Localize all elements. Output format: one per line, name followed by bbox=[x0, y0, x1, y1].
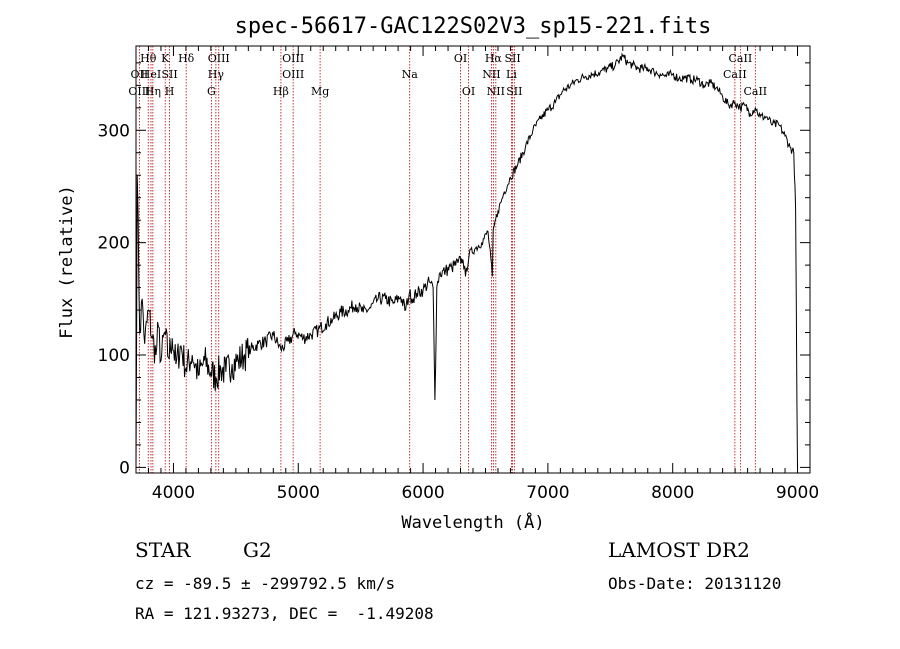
line-marker-label: CaII bbox=[743, 85, 767, 98]
x-tick-label: 9000 bbox=[776, 483, 819, 503]
line-marker-label: Hη bbox=[145, 85, 161, 98]
x-tick-label: 4000 bbox=[152, 483, 195, 503]
line-marker-label: CaII bbox=[723, 68, 747, 81]
y-tick-label: 0 bbox=[119, 458, 130, 478]
x-axis-label: Wavelength (Å) bbox=[401, 511, 544, 533]
line-marker-label: Hβ bbox=[273, 85, 289, 98]
line-marker-label: G bbox=[207, 85, 216, 98]
spectral-subclass: G2 bbox=[243, 538, 272, 562]
line-marker-label: Na bbox=[402, 68, 419, 81]
line-marker-label: SII bbox=[504, 52, 520, 65]
line-marker-label: OIII bbox=[282, 68, 304, 81]
x-tick-label: 5000 bbox=[277, 483, 320, 503]
line-marker-label: NII bbox=[482, 68, 500, 81]
x-axis-ticks: 4000 5000 6000 7000 8000 9000 bbox=[147, 46, 819, 503]
line-marker-label: Hδ bbox=[178, 52, 195, 65]
line-marker-label: Hγ bbox=[208, 68, 225, 81]
line-marker-label: K bbox=[161, 52, 170, 65]
line-marker-label: OI bbox=[462, 85, 475, 98]
line-marker-label: OIII bbox=[282, 52, 304, 65]
line-marker-label: SII bbox=[161, 68, 177, 81]
redshift-velocity: cz = -89.5 ± -299792.5 km/s bbox=[135, 574, 396, 593]
y-tick-label: 200 bbox=[98, 234, 130, 254]
x-tick-label: 6000 bbox=[401, 483, 444, 503]
line-marker-label: CaII bbox=[729, 52, 753, 65]
spectrum-line bbox=[135, 52, 799, 468]
line-marker-label: OI bbox=[454, 52, 467, 65]
survey-name: LAMOST DR2 bbox=[608, 538, 750, 562]
emission-line-labels: Hθ OII OIII HeI Hη K SII H Hδ OIII Hγ G OIII OIII Hβ Mg… bbox=[128, 52, 767, 98]
object-class: STAR bbox=[135, 538, 191, 562]
line-marker-label: OIII bbox=[128, 85, 150, 98]
line-marker-label: SII bbox=[506, 85, 522, 98]
line-marker-label: Li bbox=[506, 68, 517, 81]
observation-date: Obs-Date: 20131120 bbox=[608, 574, 782, 593]
line-marker-label: OII bbox=[131, 68, 149, 81]
x-tick-label: 7000 bbox=[526, 483, 569, 503]
line-marker-label: Hθ bbox=[140, 52, 157, 65]
line-marker-label: Hα bbox=[485, 52, 503, 65]
y-tick-label: 100 bbox=[98, 346, 130, 366]
chart-title: spec-56617-GAC122S02V3_sp15-221.fits bbox=[235, 14, 712, 39]
sky-coordinates: RA = 121.93273, DEC = -1.49208 bbox=[135, 604, 434, 623]
line-marker-label: OIII bbox=[208, 52, 230, 65]
line-marker-label: H bbox=[165, 85, 175, 98]
line-marker-label: HeI bbox=[141, 68, 161, 81]
x-tick-label: 8000 bbox=[651, 483, 694, 503]
emission-line-markers bbox=[138, 46, 756, 473]
line-marker-label: Mg bbox=[311, 85, 329, 98]
y-axis-label: Flux (relative) bbox=[57, 185, 77, 339]
y-axis-ticks: 0 100 200 300 bbox=[98, 62, 810, 478]
plot-frame bbox=[135, 45, 811, 474]
line-marker-label: NII bbox=[487, 85, 505, 98]
y-tick-label: 300 bbox=[98, 121, 130, 141]
